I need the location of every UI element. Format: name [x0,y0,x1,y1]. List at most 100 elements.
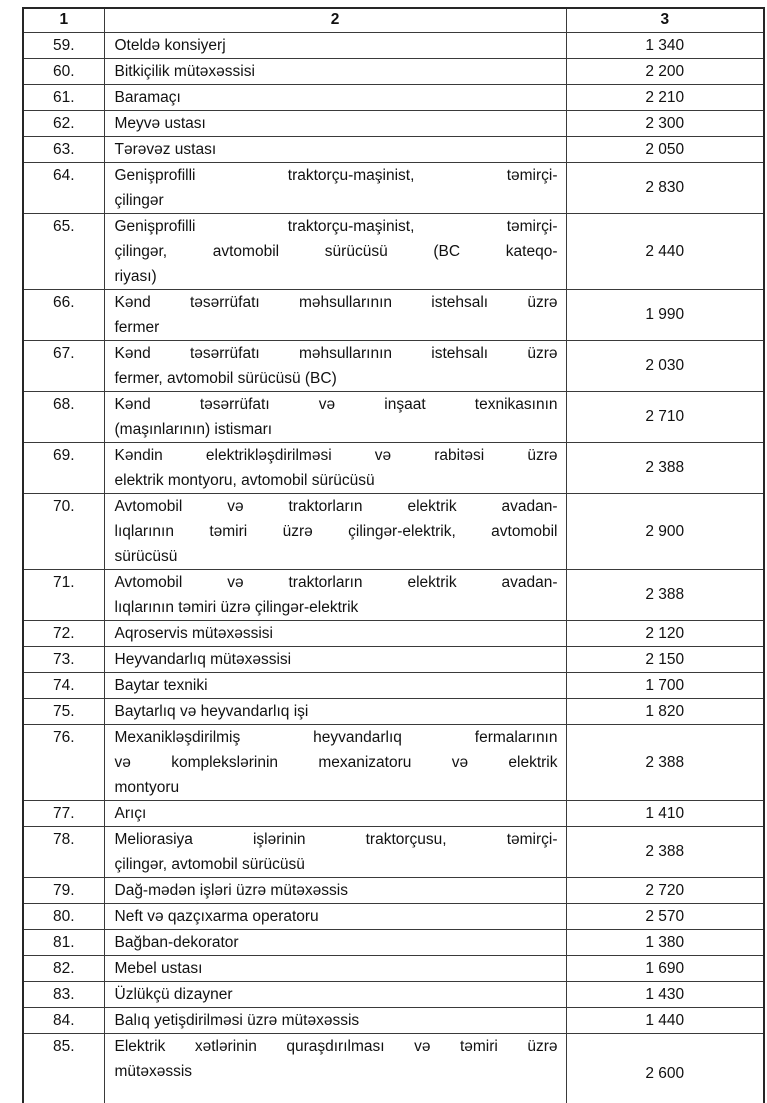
profession-name-line: lıqlarının təmiri üzrə çilingər-elektrik [114,598,359,616]
salary-value-cell: 1 990 [565,288,765,341]
profession-name-line: Dağ-mədən işləri üzrə mütəxəssis [114,881,348,899]
row-number-cell: 66. [22,288,105,341]
table-row: 59. Oteldə konsiyerj 1 340 [22,31,765,59]
profession-name-cell: Avtomobil və traktorların elektrik avada… [103,492,567,570]
profession-name-line: Kəndin elektrikləşdirilməsi və rabitəsi … [114,446,558,464]
profession-name-line: Arıçı [114,804,147,822]
row-number-cell: 77. [22,799,105,827]
profession-name-line: riyası) [114,267,157,285]
profession-name-line: Oteldə konsiyerj [114,36,226,54]
table-row: 78. Meliorasiya işlərinin traktorçusu, tə… [22,825,765,878]
salary-value-cell: 2 050 [565,135,765,163]
salary-value-cell: 1 430 [565,980,765,1008]
profession-name-line: Baytarlıq və heyvandarlıq işi [114,702,309,720]
profession-name-line: sürücüsü [114,547,178,565]
profession-name-line: Kənd təsərrüfatı və inşaat texnikasının [114,395,558,413]
salary-value-cell: 2 600 [565,1032,765,1103]
salary-value-cell: 2 150 [565,645,765,673]
profession-name-line: fermer, avtomobil sürücüsü (BC) [114,369,337,387]
profession-name-cell: Kənd təsərrüfatı məhsullarının istehsalı… [103,288,567,341]
salary-value-cell: 2 120 [565,619,765,647]
profession-name-cell: Balıq yetişdirilməsi üzrə mütəxəssis [103,1006,567,1034]
profession-name-cell: Genişprofilli traktorçu-maşinist, təmirç… [103,212,567,290]
table-row: 81. Bağban-dekorator 1 380 [22,928,765,956]
profession-name-line: Baramaçı [114,88,181,106]
table-row: 62. Meyvə ustası 2 300 [22,109,765,137]
table-row: 76. Mexanikləşdirilmiş heyvandarlıq ferma… [22,723,765,801]
salary-value-cell: 2 570 [565,902,765,930]
profession-name-line: Bitkiçilik mütəxəssisi [114,62,255,80]
table-row: 82. Mebel ustası 1 690 [22,954,765,982]
row-number-cell: 60. [22,57,105,85]
salary-value-cell: 1 700 [565,671,765,699]
row-number-cell: 83. [22,980,105,1008]
row-number-cell: 75. [22,697,105,725]
profession-name-line: və komplekslərinin mexanizatoru və elekt… [114,753,558,771]
profession-name-line: Genişprofilli traktorçu-maşinist, təmirç… [114,166,558,184]
profession-name-line: Mexanikləşdirilmiş heyvandarlıq fermalar… [114,728,558,746]
profession-name-cell: Avtomobil və traktorların elektrik avada… [103,568,567,621]
profession-name-line: Genişprofilli traktorçu-maşinist, təmirç… [114,217,558,235]
table-row: 80. Neft və qazçıxarma operatoru 2 570 [22,902,765,930]
profession-name-line: Kənd təsərrüfatı məhsullarının istehsalı… [114,293,558,311]
profession-name-line: Neft və qazçıxarma operatoru [114,907,319,925]
table-row: 77. Arıçı 1 410 [22,799,765,827]
salary-value-cell: 2 720 [565,876,765,904]
profession-name-line: Bağban-dekorator [114,933,239,951]
salary-value-cell: 2 030 [565,339,765,392]
profession-name-cell: Meliorasiya işlərinin traktorçusu, təmir… [103,825,567,878]
profession-name-cell: Arıçı [103,799,567,827]
column-header-2: 2 [103,7,567,33]
row-number-cell: 71. [22,568,105,621]
profession-name-line: lıqlarının təmiri üzrə çilingər-elektrik… [114,522,558,540]
profession-name-cell: Baramaçı [103,83,567,111]
row-number-cell: 69. [22,441,105,494]
row-number-cell: 68. [22,390,105,443]
salary-value-cell: 1 340 [565,31,765,59]
profession-name-cell: Heyvandarlıq mütəxəssisi [103,645,567,673]
salary-value-cell: 2 830 [565,161,765,214]
salary-value-cell: 2 388 [565,723,765,801]
profession-name-line: fermer [114,318,160,336]
row-number-cell: 64. [22,161,105,214]
salary-value-cell: 2 210 [565,83,765,111]
profession-name-line: (maşınlarının) istismarı [114,420,273,438]
row-number-cell: 82. [22,954,105,982]
profession-name-cell: Baytar texniki [103,671,567,699]
table-row: 72. Aqroservis mütəxəssisi 2 120 [22,619,765,647]
profession-name-line: Elektrik xətlərinin quraşdırılması və tə… [114,1037,558,1055]
salary-value-cell: 2 710 [565,390,765,443]
profession-name-cell: Üzlükçü dizayner [103,980,567,1008]
salary-value-cell: 1 690 [565,954,765,982]
profession-name-line: çilingər, avtomobil sürücüsü (BC kateqo- [114,242,558,260]
profession-name-cell: Bağban-dekorator [103,928,567,956]
profession-name-line: Mebel ustası [114,959,203,977]
profession-name-cell: Aqroservis mütəxəssisi [103,619,567,647]
table-row: 79. Dağ-mədən işləri üzrə mütəxəssis 2 720 [22,876,765,904]
salary-value-cell: 1 820 [565,697,765,725]
profession-name-cell: Baytarlıq və heyvandarlıq işi [103,697,567,725]
profession-name-cell: Mexanikləşdirilmiş heyvandarlıq fermalar… [103,723,567,801]
salary-value-cell: 2 388 [565,825,765,878]
profession-name-line: mütəxəssis [114,1062,193,1080]
profession-name-line: montyoru [114,778,180,796]
salary-value-cell: 2 200 [565,57,765,85]
profession-name-cell: Tərəvəz ustası [103,135,567,163]
profession-name-line: çilingər [114,191,164,209]
profession-name-line: Tərəvəz ustası [114,140,217,158]
table-row: 67. Kənd təsərrüfatı məhsullarının istehs… [22,339,765,392]
table-row: 75. Baytarlıq və heyvandarlıq işi 1 820 [22,697,765,725]
profession-name-line: elektrik montyoru, avtomobil sürücüsü [114,471,375,489]
profession-name-cell: Dağ-mədən işləri üzrə mütəxəssis [103,876,567,904]
table-row: 74. Baytar texniki 1 700 [22,671,765,699]
row-number-cell: 62. [22,109,105,137]
row-number-cell: 85. [22,1032,105,1103]
table-row: 66. Kənd təsərrüfatı məhsullarının istehs… [22,288,765,341]
profession-name-cell: Kəndin elektrikləşdirilməsi və rabitəsi … [103,441,567,494]
table-row: 65. Genişprofilli traktorçu-maşinist, təm… [22,212,765,290]
profession-name-line: Üzlükçü dizayner [114,985,233,1003]
table-body: 59. Oteldə konsiyerj 1 340 60. Bitkiçilik mü… [22,31,765,1103]
